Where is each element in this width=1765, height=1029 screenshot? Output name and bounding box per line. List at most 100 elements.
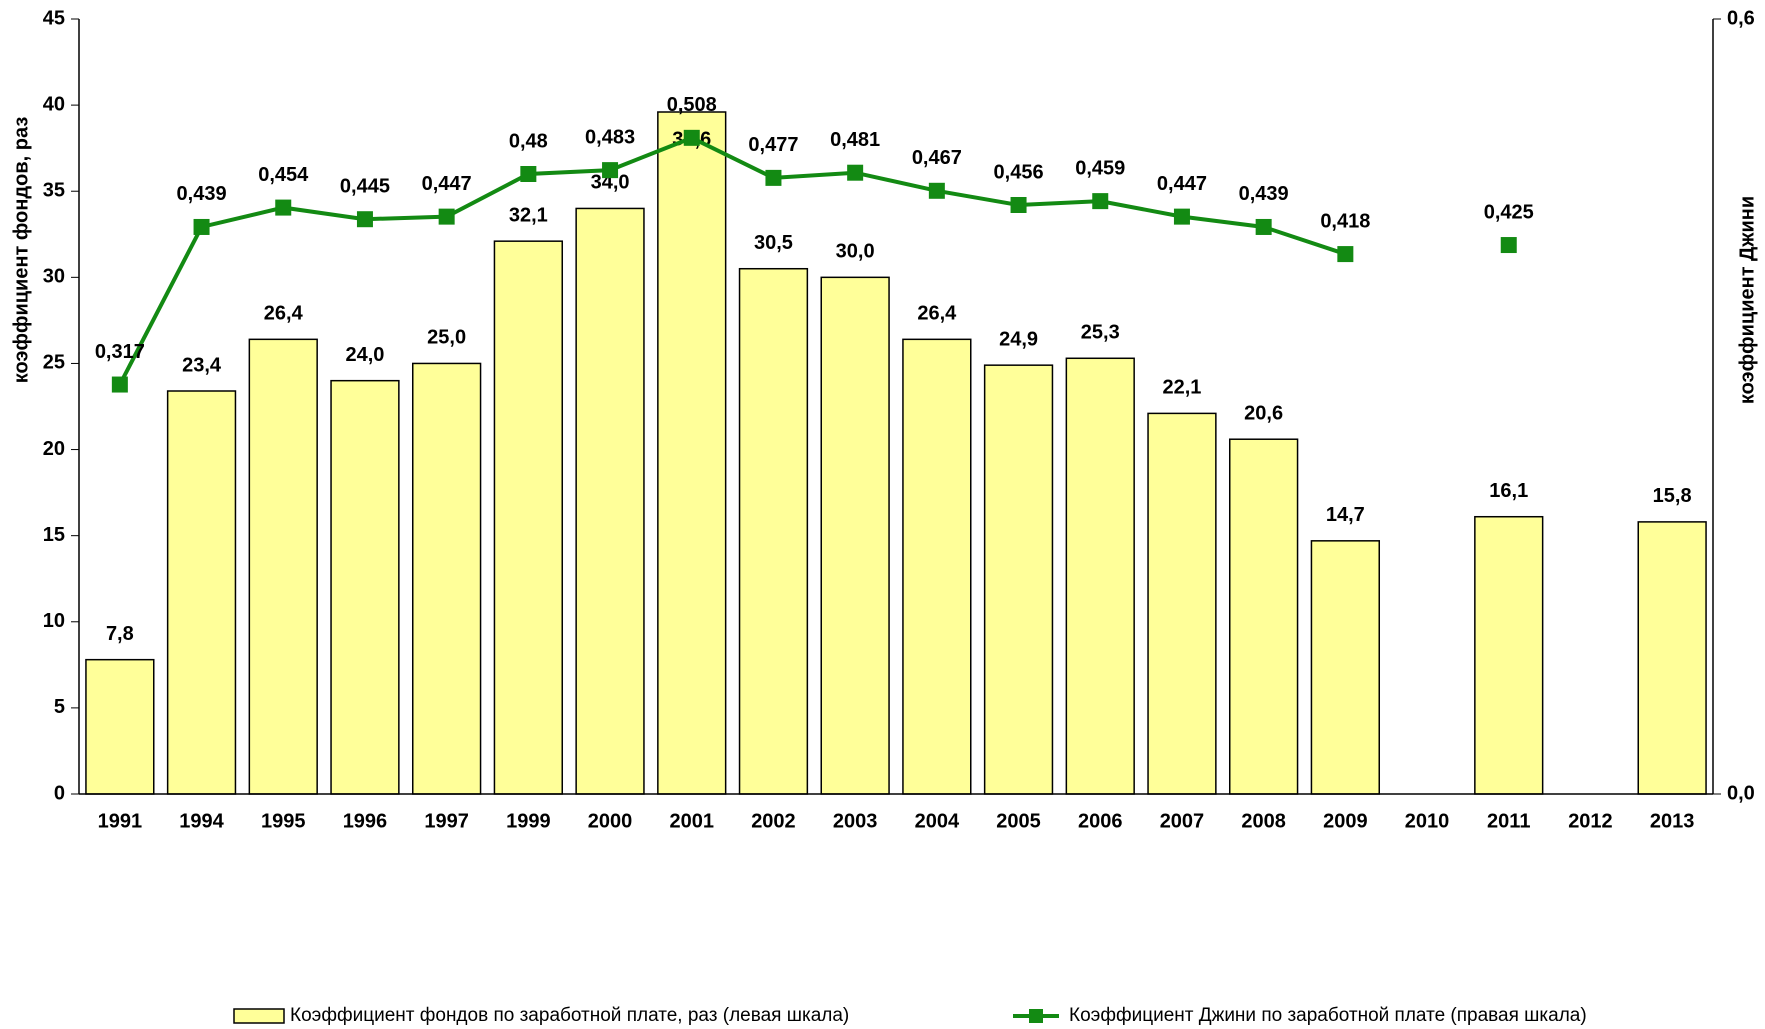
line-marker xyxy=(520,166,537,182)
x-tick-label: 1997 xyxy=(424,810,469,832)
line-marker xyxy=(1337,246,1354,263)
bar-value-label: 7,8 xyxy=(106,623,134,645)
line-value-label: 0,439 xyxy=(1239,183,1289,205)
line-value-label: 0,447 xyxy=(422,173,472,195)
line-marker xyxy=(1010,197,1027,213)
y-tick-label: 35 xyxy=(43,180,65,202)
bar xyxy=(493,240,564,795)
bar-value-label: 20,6 xyxy=(1244,403,1283,425)
bar xyxy=(411,362,482,795)
line-marker xyxy=(356,211,373,228)
line-value-label: 0,477 xyxy=(748,134,798,156)
x-tick-label: 2000 xyxy=(588,810,633,832)
x-tick-label: 1994 xyxy=(179,810,224,832)
line-value-label: 0,467 xyxy=(912,147,962,169)
x-tick-label: 2011 xyxy=(1487,810,1530,832)
bar xyxy=(1147,412,1217,795)
x-tick-label: 2003 xyxy=(833,810,878,832)
y-tick-label: 15 xyxy=(43,524,65,546)
legend-swatch xyxy=(1029,1009,1043,1023)
line-value-label: 0,447 xyxy=(1157,173,1207,195)
x-tick-label: 2001 xyxy=(670,810,715,832)
line-value-label: 0,481 xyxy=(830,129,880,151)
legend-label: Коэффициент Джини по заработной плате (п… xyxy=(1069,1005,1587,1026)
line-marker xyxy=(275,199,292,216)
x-tick-label: 2005 xyxy=(996,810,1041,832)
y2-tick-label: 0,0 xyxy=(1727,782,1755,804)
line-marker xyxy=(1255,218,1272,235)
bar-value-label: 14,7 xyxy=(1326,504,1365,526)
bar xyxy=(166,390,237,795)
line-value-label: 0,445 xyxy=(340,175,390,197)
line-marker xyxy=(111,376,128,393)
line-value-label: 0,418 xyxy=(1320,210,1370,232)
bar xyxy=(657,111,727,795)
line-marker xyxy=(765,169,782,186)
legend-swatch xyxy=(233,1008,285,1024)
bar-value-label: 26,4 xyxy=(917,303,957,325)
bar xyxy=(902,338,972,795)
bar xyxy=(820,276,890,795)
x-tick-label: 2008 xyxy=(1241,810,1286,832)
x-tick-label: 2010 xyxy=(1405,810,1450,832)
x-tick-label: 2007 xyxy=(1160,810,1205,832)
line-value-label: 0,439 xyxy=(177,183,227,205)
bar xyxy=(330,379,400,795)
bar-value-label: 25,3 xyxy=(1081,322,1120,344)
bar-value-label: 23,4 xyxy=(182,354,222,376)
line-marker xyxy=(1173,208,1190,225)
bar-value-label: 22,1 xyxy=(1162,377,1201,399)
y-tick-label: 5 xyxy=(54,696,65,718)
y-tick-label: 45 xyxy=(43,7,65,29)
bar-value-label: 25,0 xyxy=(427,327,466,349)
bar xyxy=(1310,540,1381,795)
y2-tick-label: 0,6 xyxy=(1727,7,1755,29)
bar xyxy=(85,658,155,795)
y-axis-label: коэффициент фондов, раз xyxy=(10,117,32,384)
bar xyxy=(575,207,645,795)
bar xyxy=(248,338,318,795)
y-tick-label: 0 xyxy=(54,782,65,804)
line-marker xyxy=(1500,237,1517,254)
bar xyxy=(983,364,1054,795)
bar-value-label: 30,5 xyxy=(754,232,793,254)
bar-value-label: 30,0 xyxy=(836,241,875,263)
line-marker xyxy=(1092,193,1109,210)
y-tick-label: 30 xyxy=(43,266,65,288)
bar-value-label: 26,4 xyxy=(264,303,304,325)
bar-value-label: 32,1 xyxy=(509,204,548,226)
line-marker xyxy=(438,208,455,225)
line-marker xyxy=(602,162,619,179)
bar xyxy=(1637,521,1707,795)
x-tick-label: 2012 xyxy=(1568,810,1613,832)
line-marker xyxy=(193,218,210,235)
legend-label: Коэффициент фондов по заработной плате, … xyxy=(290,1005,849,1026)
bar-value-label: 15,8 xyxy=(1653,485,1692,507)
line-value-label: 0,459 xyxy=(1075,157,1125,179)
x-tick-label: 1995 xyxy=(261,810,306,832)
y2-axis-label: коэффициент Джини xyxy=(1736,196,1758,404)
line-value-label: 0,456 xyxy=(994,161,1044,183)
bar-value-label: 24,0 xyxy=(345,344,384,366)
bar-value-label: 34,0 xyxy=(591,172,630,194)
x-tick-label: 1999 xyxy=(506,810,551,832)
line-marker xyxy=(683,129,700,146)
bar xyxy=(1065,357,1135,795)
bar xyxy=(738,267,809,795)
y-tick-label: 25 xyxy=(43,352,65,374)
line-marker xyxy=(847,164,864,181)
x-tick-label: 2002 xyxy=(751,810,796,832)
x-tick-label: 2006 xyxy=(1078,810,1123,832)
x-tick-label: 2013 xyxy=(1650,810,1695,832)
x-tick-label: 1991 xyxy=(98,810,143,832)
x-tick-label: 2009 xyxy=(1323,810,1368,832)
bar-value-label: 24,9 xyxy=(999,328,1038,350)
line-value-label: 0,425 xyxy=(1484,201,1534,223)
bar xyxy=(1474,515,1544,795)
line-value-label: 0,317 xyxy=(95,341,145,363)
y-tick-label: 20 xyxy=(43,438,65,460)
line-value-label: 0,508 xyxy=(667,94,717,116)
bar-value-label: 16,1 xyxy=(1489,480,1528,502)
line xyxy=(120,138,1509,385)
